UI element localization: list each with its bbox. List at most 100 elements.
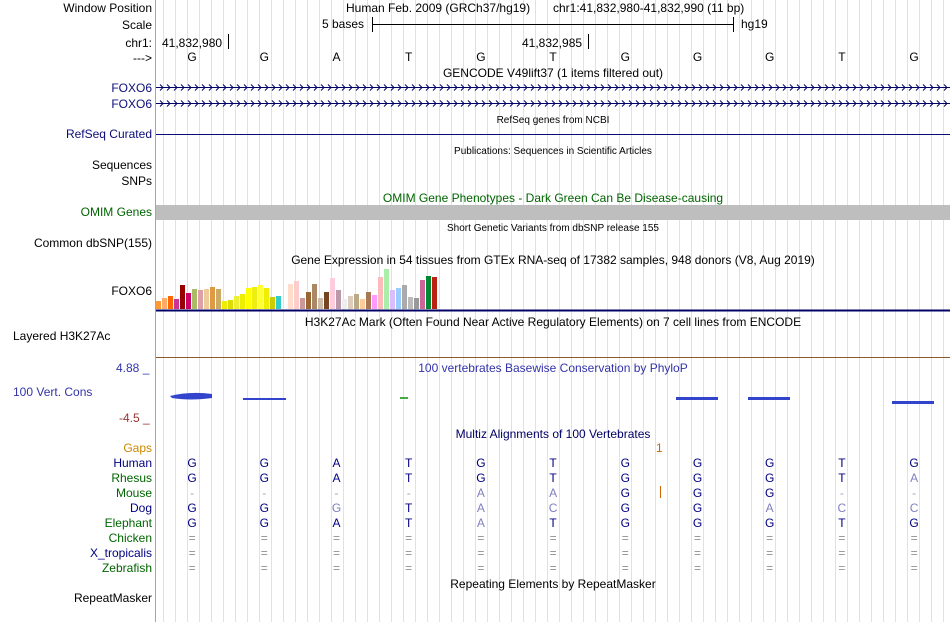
gtex-bar[interactable]	[198, 290, 203, 309]
gtex-bar[interactable]	[282, 308, 287, 309]
gtex-bar[interactable]	[390, 290, 395, 309]
strand-arrow	[481, 84, 486, 91]
strand-arrow	[908, 100, 913, 107]
gtex-bar[interactable]	[216, 289, 221, 309]
gtex-bar[interactable]	[348, 296, 353, 309]
gtex-bar[interactable]	[372, 295, 377, 309]
alignment-base: =	[405, 531, 413, 545]
strand-arrow	[852, 84, 857, 91]
gtex-bar[interactable]	[342, 299, 347, 309]
gtex-bar[interactable]	[420, 280, 425, 309]
strand-arrow	[236, 84, 241, 91]
gtex-bar[interactable]	[324, 292, 329, 309]
gtex-bar[interactable]	[414, 298, 419, 309]
gtex-bar[interactable]	[240, 294, 245, 309]
gtex-bar[interactable]	[312, 284, 317, 309]
gtex-bar[interactable]	[186, 293, 191, 309]
phylop-signal[interactable]	[170, 392, 934, 404]
strand-arrow	[943, 100, 948, 107]
sequences-label[interactable]: Sequences	[91, 158, 152, 172]
strand-arrow	[439, 100, 444, 107]
gtex-bar[interactable]	[378, 277, 383, 309]
gtex-bar[interactable]	[366, 292, 371, 309]
repeatmasker-label[interactable]: RepeatMasker	[73, 591, 152, 605]
gtex-bar[interactable]	[330, 278, 335, 309]
assembly-text: Human Feb. 2009 (GRCh37/hg19)	[346, 1, 531, 15]
strand-arrow	[271, 100, 276, 107]
gtex-bar[interactable]	[228, 300, 233, 309]
gtex-bar[interactable]	[402, 285, 407, 309]
strand-arrow	[712, 100, 717, 107]
alignment-base: =	[838, 531, 846, 545]
snps-label[interactable]: SNPs	[121, 174, 152, 188]
alignment-base: G	[620, 486, 630, 500]
strand-arrow	[397, 84, 402, 91]
gtex-bar-chart[interactable]	[156, 269, 443, 309]
gtex-bar[interactable]	[258, 285, 263, 309]
gtex-bar[interactable]	[168, 296, 173, 309]
strand-arrow	[187, 100, 192, 107]
gtex-bar[interactable]	[318, 298, 323, 309]
gtex-bar[interactable]	[432, 277, 437, 309]
gtex-bar[interactable]	[354, 294, 359, 309]
gtex-bar[interactable]	[234, 296, 239, 309]
gtex-bar[interactable]	[294, 281, 299, 309]
gap-count: 1	[656, 441, 663, 455]
species-label[interactable]: Human	[113, 456, 152, 470]
species-label[interactable]: Chicken	[108, 531, 152, 545]
omim-gene-bar[interactable]	[156, 205, 950, 220]
phylop-label[interactable]: 100 Vert. Cons	[13, 385, 93, 399]
gtex-bar[interactable]	[246, 288, 251, 309]
gencode-label-1[interactable]: FOXO6	[111, 81, 152, 95]
gtex-bar[interactable]	[396, 288, 401, 309]
species-label[interactable]: X_tropicalis	[89, 546, 152, 560]
gtex-bar[interactable]	[204, 289, 209, 309]
gtex-bar[interactable]	[174, 299, 179, 309]
gtex-bar[interactable]	[438, 308, 443, 309]
gtex-bar[interactable]	[408, 297, 413, 309]
strand-arrow	[768, 84, 773, 91]
species-label[interactable]: Dog	[129, 501, 152, 515]
gtex-bar[interactable]	[426, 276, 431, 309]
gtex-bar[interactable]	[162, 298, 167, 309]
species-label[interactable]: Elephant	[104, 516, 152, 530]
gtex-bar[interactable]	[180, 285, 185, 309]
strand-arrow	[607, 100, 612, 107]
gtex-bar[interactable]	[270, 297, 275, 309]
gtex-bar[interactable]	[288, 284, 293, 309]
gtex-label[interactable]: FOXO6	[111, 284, 152, 298]
gtex-bar[interactable]	[192, 289, 197, 309]
alignment-base: =	[188, 546, 196, 560]
gencode-transcript-2[interactable]	[156, 100, 950, 107]
strand-arrow	[817, 84, 822, 91]
gtex-bar[interactable]	[264, 288, 269, 309]
gtex-bar[interactable]	[306, 292, 311, 309]
species-label[interactable]: Rhesus	[111, 471, 152, 485]
gtex-bar[interactable]	[156, 301, 161, 309]
h3k27ac-label[interactable]: Layered H3K27Ac	[13, 329, 111, 343]
gtex-bar[interactable]	[222, 301, 227, 309]
gencode-label-2[interactable]: FOXO6	[111, 97, 152, 111]
gtex-bar[interactable]	[300, 298, 305, 309]
gtex-bar[interactable]	[276, 296, 281, 309]
alignment-base: -	[406, 486, 411, 500]
species-label[interactable]: Mouse	[115, 486, 152, 500]
strand-arrow	[677, 84, 682, 91]
species-label[interactable]: Zebrafish	[101, 561, 152, 575]
refseq-label[interactable]: RefSeq Curated	[65, 127, 152, 141]
strand-arrow	[166, 100, 171, 107]
gencode-transcript-1[interactable]	[156, 84, 950, 91]
strand-arrow	[180, 100, 185, 107]
reference-base: T	[405, 50, 413, 64]
gtex-bar[interactable]	[384, 269, 389, 309]
gtex-bar[interactable]	[252, 287, 257, 309]
strand-arrow	[460, 84, 465, 91]
coord-left: 41,832,980	[162, 36, 223, 50]
strand-arrow	[390, 84, 395, 91]
gtex-bar[interactable]	[336, 290, 341, 309]
gtex-bar[interactable]	[360, 299, 365, 309]
dbsnp-label[interactable]: Common dbSNP(155)	[33, 236, 152, 250]
gtex-bar[interactable]	[210, 287, 215, 309]
omim-label[interactable]: OMIM Genes	[80, 205, 152, 219]
